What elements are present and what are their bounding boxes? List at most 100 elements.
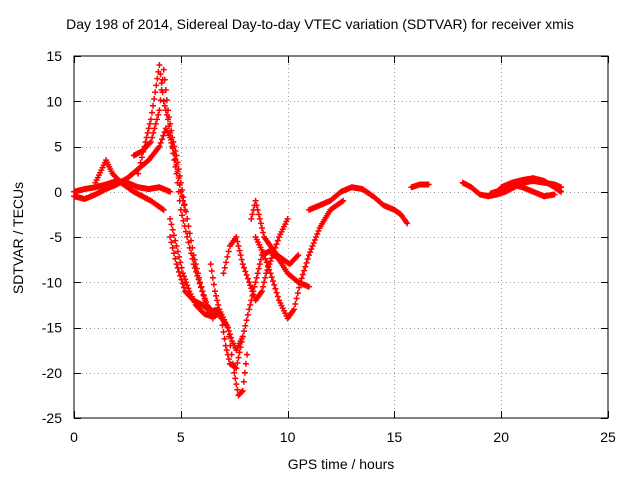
data-point xyxy=(173,152,180,159)
data-point xyxy=(156,107,163,114)
data-point xyxy=(249,211,256,218)
data-point xyxy=(147,138,154,145)
data-point xyxy=(261,252,268,259)
data-point xyxy=(264,262,271,269)
data-point xyxy=(170,232,177,239)
data-point xyxy=(216,306,223,313)
data-point xyxy=(239,333,246,340)
data-point xyxy=(313,234,320,240)
data-point xyxy=(244,351,251,358)
data-point xyxy=(310,240,317,247)
data-point xyxy=(298,275,305,282)
data-point xyxy=(291,306,298,313)
data-point xyxy=(170,250,177,257)
data-point xyxy=(146,120,153,127)
data-point xyxy=(193,265,200,272)
data-point xyxy=(425,181,432,188)
data-point xyxy=(169,134,176,141)
data-point xyxy=(152,89,159,96)
data-point xyxy=(284,215,291,222)
data-point xyxy=(184,215,191,222)
data-point xyxy=(302,263,309,270)
data-point xyxy=(162,86,169,93)
data-point xyxy=(147,116,154,123)
data-point xyxy=(237,252,244,259)
data-point xyxy=(160,206,167,213)
data-point xyxy=(221,335,228,342)
data-point xyxy=(173,261,180,268)
data-point xyxy=(260,283,267,290)
data-point xyxy=(238,388,245,395)
data-point xyxy=(241,328,248,335)
data-point xyxy=(157,71,164,78)
series-track-7 xyxy=(167,234,251,399)
data-point xyxy=(171,157,178,164)
series-track-3 xyxy=(92,157,167,213)
data-point xyxy=(551,191,558,198)
data-point xyxy=(209,274,216,281)
data-point xyxy=(160,132,167,139)
data-point xyxy=(180,284,187,291)
x-axis-label: GPS time / hours xyxy=(287,456,395,472)
series-track-12 xyxy=(305,184,411,227)
data-point xyxy=(188,237,195,244)
data-point xyxy=(303,259,310,266)
data-point xyxy=(268,255,275,262)
data-point xyxy=(221,264,228,271)
data-series xyxy=(71,62,565,399)
data-point xyxy=(195,274,202,281)
data-point xyxy=(153,116,160,123)
data-point xyxy=(236,247,243,254)
data-point xyxy=(220,329,227,336)
data-point xyxy=(314,230,321,237)
data-point xyxy=(178,276,185,283)
data-point xyxy=(239,387,246,394)
data-point xyxy=(220,270,227,277)
data-point xyxy=(181,201,188,208)
data-point xyxy=(173,243,180,250)
data-point xyxy=(257,256,264,263)
data-point xyxy=(301,267,308,274)
data-point xyxy=(172,163,179,170)
data-point xyxy=(171,143,178,150)
y-tick-label: -20 xyxy=(42,365,62,381)
data-point xyxy=(255,211,262,218)
data-point xyxy=(184,282,191,289)
data-point xyxy=(211,288,218,295)
data-point xyxy=(234,386,241,393)
data-point xyxy=(143,134,150,141)
data-point xyxy=(299,271,306,278)
axis-ticks xyxy=(74,56,609,419)
data-point xyxy=(175,166,182,173)
data-point xyxy=(191,256,198,263)
data-point xyxy=(183,279,190,286)
data-point xyxy=(244,311,251,318)
data-point xyxy=(151,125,158,132)
data-point xyxy=(404,220,411,227)
data-point xyxy=(168,239,175,246)
data-point xyxy=(315,227,322,234)
data-point xyxy=(269,277,276,284)
data-point xyxy=(217,310,224,317)
data-point xyxy=(249,288,256,295)
x-tick-labels: 0 5 10 15 20 25 xyxy=(70,429,616,445)
data-point xyxy=(207,261,214,268)
data-point xyxy=(176,172,183,179)
data-point xyxy=(213,292,220,299)
data-point xyxy=(247,282,254,289)
data-point xyxy=(294,290,301,297)
data-point xyxy=(164,107,171,114)
data-point xyxy=(258,288,265,295)
data-point xyxy=(172,237,179,244)
y-tick-label: -15 xyxy=(42,320,62,336)
data-point xyxy=(150,129,157,136)
data-point xyxy=(274,237,281,244)
data-point xyxy=(273,241,280,248)
data-point xyxy=(192,261,199,268)
data-point xyxy=(177,272,184,279)
series-track-13 xyxy=(408,181,432,191)
data-point xyxy=(153,82,160,89)
data-point xyxy=(182,228,189,235)
data-point xyxy=(248,215,255,222)
data-point xyxy=(305,252,312,259)
